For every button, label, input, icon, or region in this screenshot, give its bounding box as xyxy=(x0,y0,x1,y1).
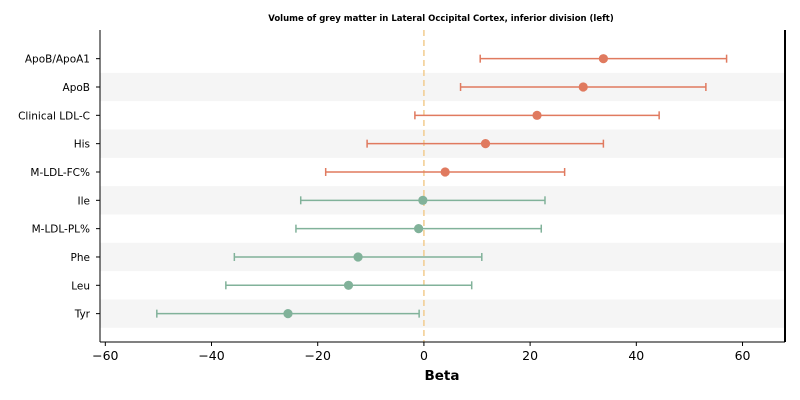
y-tick-label: His xyxy=(74,139,90,151)
x-tick-label: 40 xyxy=(628,348,644,363)
y-tick-label: Ile xyxy=(78,195,90,207)
y-tick-label: M-LDL-PL% xyxy=(32,224,90,236)
data-rows xyxy=(156,54,728,319)
x-tick-label: −60 xyxy=(92,348,118,363)
row-9 xyxy=(156,309,420,319)
chart-title: Volume of grey matter in Lateral Occipit… xyxy=(268,14,614,24)
point-estimate xyxy=(353,252,363,262)
y-tick-label: Clinical LDL-C xyxy=(18,110,90,122)
y-tick-label: ApoB/ApoA1 xyxy=(25,54,90,66)
point-estimate xyxy=(480,139,491,149)
point-estimate xyxy=(283,309,293,319)
point-estimate xyxy=(418,195,428,205)
x-tick-label: 20 xyxy=(522,348,538,363)
y-tick-label: Leu xyxy=(71,280,90,292)
row-0 xyxy=(479,54,728,64)
row-3 xyxy=(366,139,605,149)
row-1 xyxy=(459,82,707,92)
row-2 xyxy=(414,110,660,120)
point-estimate xyxy=(343,280,354,290)
point-estimate xyxy=(440,167,450,177)
point-estimate xyxy=(578,82,588,92)
y-axis-labels: ApoB/ApoA1 ApoB Clinical LDL-C His M-LDL-FC%… xyxy=(18,54,100,321)
point-estimate xyxy=(532,110,542,120)
x-tick-label: 0 xyxy=(420,348,428,363)
row-5 xyxy=(299,195,546,205)
x-tick-label: −40 xyxy=(198,348,224,363)
point-estimate xyxy=(414,224,424,234)
y-tick-label: Tyr xyxy=(74,309,91,321)
y-tick-label: M-LDL-FC% xyxy=(30,167,90,179)
row-4 xyxy=(324,167,566,177)
row-8 xyxy=(225,280,473,290)
point-estimate xyxy=(598,54,608,64)
x-tick-label: −20 xyxy=(305,348,331,363)
y-tick-label: Phe xyxy=(71,252,90,264)
row-7 xyxy=(233,252,483,262)
y-tick-label: ApoB xyxy=(63,82,90,94)
x-axis-ticks: −60 −40 −20 0 20 40 60 xyxy=(92,342,751,363)
axes xyxy=(99,30,786,343)
x-tick-label: 60 xyxy=(735,348,751,363)
row-6 xyxy=(295,224,543,234)
x-axis-label: Beta xyxy=(424,368,459,384)
